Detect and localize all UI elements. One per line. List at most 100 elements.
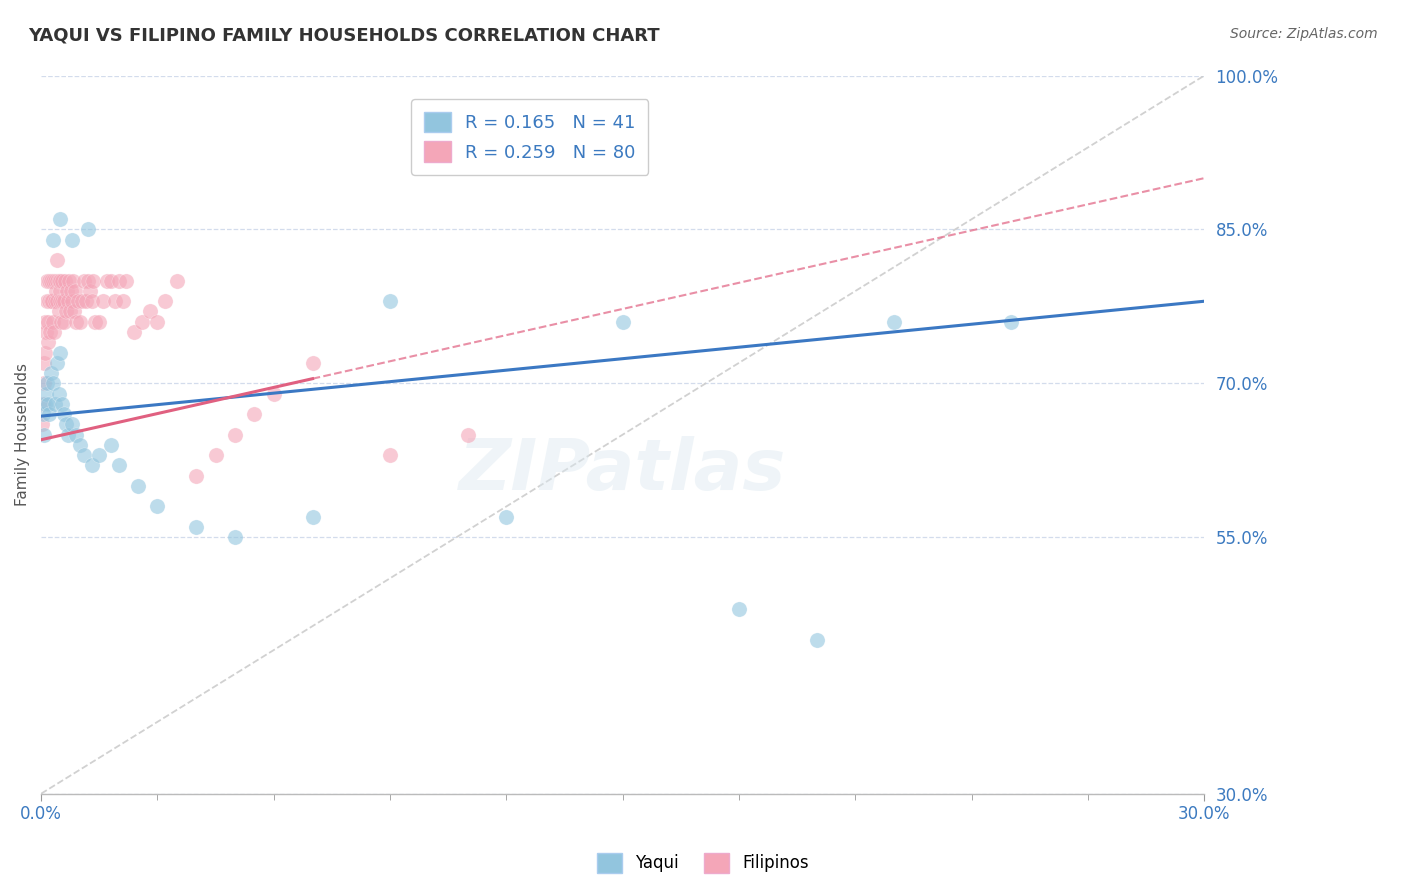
Y-axis label: Family Households: Family Households xyxy=(15,363,30,506)
Point xyxy=(32,376,55,391)
Point xyxy=(51,294,73,309)
Point xyxy=(44,397,66,411)
Point xyxy=(42,315,65,329)
Point xyxy=(48,274,70,288)
Point xyxy=(138,304,160,318)
Point xyxy=(62,274,84,288)
Point xyxy=(39,294,62,309)
Point xyxy=(301,509,323,524)
Point xyxy=(80,294,103,309)
Point xyxy=(32,397,55,411)
Point xyxy=(73,448,96,462)
Point xyxy=(1000,315,1022,329)
Point xyxy=(73,274,96,288)
Point xyxy=(42,376,65,391)
Point xyxy=(51,315,73,329)
Point xyxy=(35,325,58,339)
Point xyxy=(58,427,80,442)
Point xyxy=(42,233,65,247)
Point xyxy=(49,345,72,359)
Point xyxy=(76,222,98,236)
Point xyxy=(80,458,103,473)
Point xyxy=(301,356,323,370)
Point xyxy=(37,315,59,329)
Point xyxy=(65,315,87,329)
Point xyxy=(44,294,66,309)
Point xyxy=(38,325,60,339)
Point xyxy=(65,284,87,298)
Point xyxy=(59,304,82,318)
Point xyxy=(37,335,59,350)
Point xyxy=(104,294,127,309)
Point xyxy=(115,274,138,288)
Point xyxy=(131,315,153,329)
Point xyxy=(51,274,73,288)
Point xyxy=(79,284,101,298)
Text: YAQUI VS FILIPINO FAMILY HOUSEHOLDS CORRELATION CHART: YAQUI VS FILIPINO FAMILY HOUSEHOLDS CORR… xyxy=(28,27,659,45)
Point xyxy=(122,325,145,339)
Point xyxy=(44,274,66,288)
Legend: R = 0.165   N = 41, R = 0.259   N = 80: R = 0.165 N = 41, R = 0.259 N = 80 xyxy=(411,99,648,175)
Point xyxy=(96,274,118,288)
Point xyxy=(224,427,246,442)
Point xyxy=(45,356,67,370)
Point xyxy=(883,315,905,329)
Point xyxy=(84,315,107,329)
Point xyxy=(91,294,114,309)
Point xyxy=(45,253,67,268)
Point xyxy=(38,294,60,309)
Point xyxy=(107,458,129,473)
Point xyxy=(32,356,55,370)
Point xyxy=(58,274,80,288)
Point xyxy=(34,315,56,329)
Point xyxy=(728,602,751,616)
Point xyxy=(204,448,226,462)
Legend: Yaqui, Filipinos: Yaqui, Filipinos xyxy=(591,847,815,880)
Point xyxy=(60,284,83,298)
Point xyxy=(69,315,91,329)
Point xyxy=(70,294,93,309)
Point xyxy=(146,315,169,329)
Point xyxy=(46,294,69,309)
Point xyxy=(32,427,55,442)
Point xyxy=(166,274,188,288)
Point xyxy=(378,448,401,462)
Point xyxy=(111,294,134,309)
Point xyxy=(806,632,828,647)
Point xyxy=(127,479,149,493)
Point xyxy=(52,315,75,329)
Point xyxy=(38,407,60,421)
Point xyxy=(32,407,55,421)
Point xyxy=(56,284,79,298)
Point xyxy=(107,274,129,288)
Point xyxy=(49,274,72,288)
Point xyxy=(82,274,104,288)
Point xyxy=(146,500,169,514)
Point xyxy=(378,294,401,309)
Point xyxy=(48,304,70,318)
Point xyxy=(495,509,517,524)
Point xyxy=(37,397,59,411)
Point xyxy=(186,520,208,534)
Text: ZIPatlas: ZIPatlas xyxy=(460,436,786,505)
Point xyxy=(89,448,111,462)
Point xyxy=(42,325,65,339)
Point xyxy=(75,294,97,309)
Point xyxy=(49,294,72,309)
Point xyxy=(39,274,62,288)
Point xyxy=(53,407,76,421)
Point xyxy=(243,407,266,421)
Point xyxy=(66,294,89,309)
Point xyxy=(457,427,479,442)
Point xyxy=(60,294,83,309)
Point xyxy=(63,304,86,318)
Point xyxy=(41,294,63,309)
Point xyxy=(186,468,208,483)
Point xyxy=(48,386,70,401)
Point xyxy=(31,417,53,432)
Point xyxy=(45,274,67,288)
Point xyxy=(49,212,72,227)
Point xyxy=(35,386,58,401)
Point xyxy=(65,427,87,442)
Point xyxy=(263,386,285,401)
